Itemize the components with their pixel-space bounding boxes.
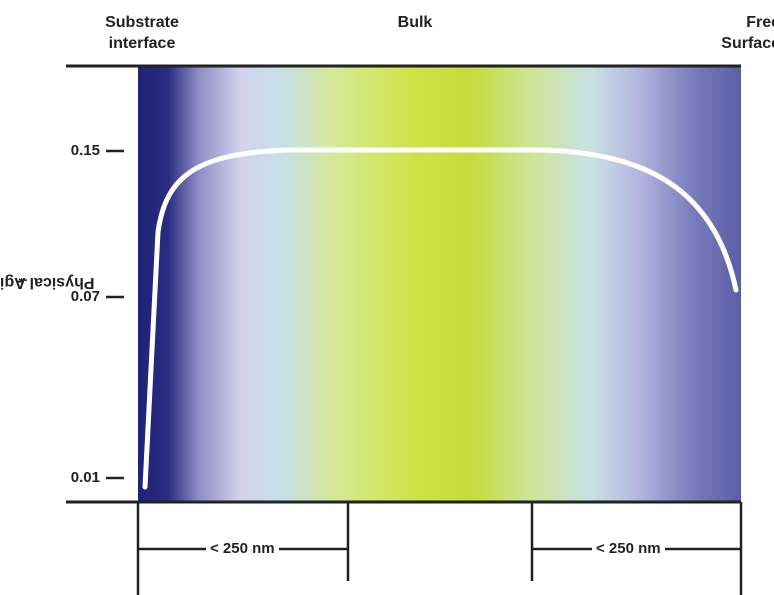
ytick-label-001: 0.01 <box>70 469 100 486</box>
surface-thickness-label: < 250 nm <box>592 540 665 558</box>
gradient-band <box>138 66 741 502</box>
free-surface-label: Free Surface <box>721 14 774 52</box>
ytick-label-015: 0.15 <box>70 142 100 159</box>
ytick-label-007: 0.07 <box>70 288 100 305</box>
y-axis-title-text: Physical Aging Rate R <box>0 273 95 291</box>
substrate-interface-label: Substrate interface <box>105 14 179 52</box>
aging-rate-curve <box>142 147 739 490</box>
bulk-label: Bulk <box>397 14 433 31</box>
substrate-thickness-label: < 250 nm <box>206 540 279 558</box>
